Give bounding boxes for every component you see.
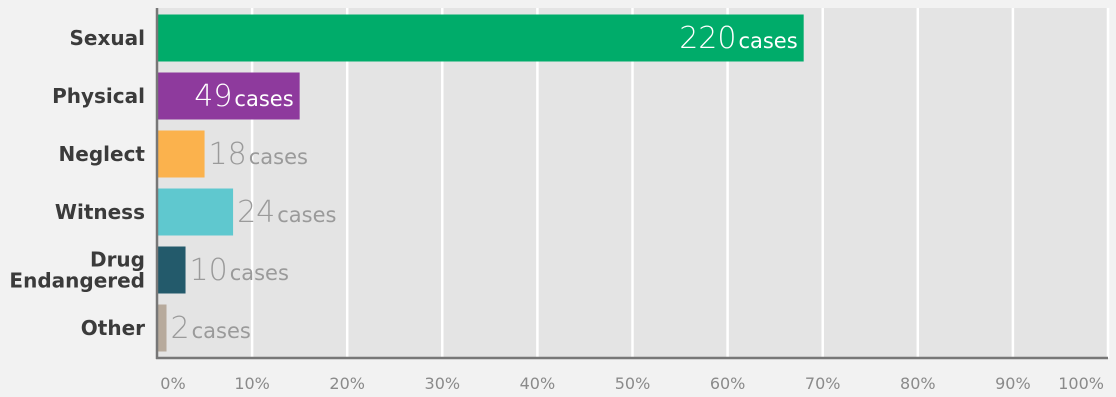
value-label: 2cases [171,311,251,346]
category-label: Physical [52,84,145,108]
value-unit: cases [277,203,336,227]
x-tick-label: 100% [1058,374,1104,393]
category-label-line: Neglect [59,142,146,166]
category-label: Sexual [70,26,145,50]
category-label: Drug Endangered [9,248,145,293]
x-tick-label: 80% [900,374,936,393]
category-label: Witness [55,200,145,224]
value-count: 18 [209,137,247,172]
value-label: 18cases [209,137,308,172]
bar-0 [157,14,804,62]
value-count: 49 [194,79,232,114]
value-label: 24cases [237,195,336,230]
x-tick-label: 60% [710,374,746,393]
value-label: 49cases [194,79,293,114]
x-tick-label: 20% [329,374,365,393]
value-count: 220 [679,21,736,56]
bar-3 [157,188,234,236]
bar-1 [157,72,300,120]
category-label-line: Sexual [70,26,145,50]
value-unit: cases [738,29,797,53]
value-unit: cases [249,145,308,169]
category-label-line: Witness [55,200,145,224]
x-tick-label: 50% [615,374,651,393]
value-count: 24 [237,195,275,230]
value-label: 220cases [679,21,797,56]
category-label-line: Physical [52,84,145,108]
value-unit: cases [192,319,251,343]
x-tick-label: 70% [805,374,841,393]
x-tick-label: 10% [234,374,270,393]
category-label-line: Endangered [9,269,145,293]
category-label-line: Other [81,316,145,340]
x-tick-label: 40% [520,374,556,393]
value-count: 2 [171,311,190,346]
value-label: 10cases [190,253,289,288]
x-tick-label: 90% [995,374,1031,393]
bar-2 [157,130,205,178]
category-label: Other [81,316,145,340]
x-tick-label: 30% [425,374,461,393]
value-unit: cases [234,87,293,111]
bar-4 [157,246,186,294]
bar-5 [157,304,167,352]
value-count: 10 [190,253,228,288]
value-unit: cases [230,261,289,285]
category-label: Neglect [59,142,146,166]
x-tick-label: 0% [160,374,185,393]
category-label-line: Drug [90,248,145,272]
